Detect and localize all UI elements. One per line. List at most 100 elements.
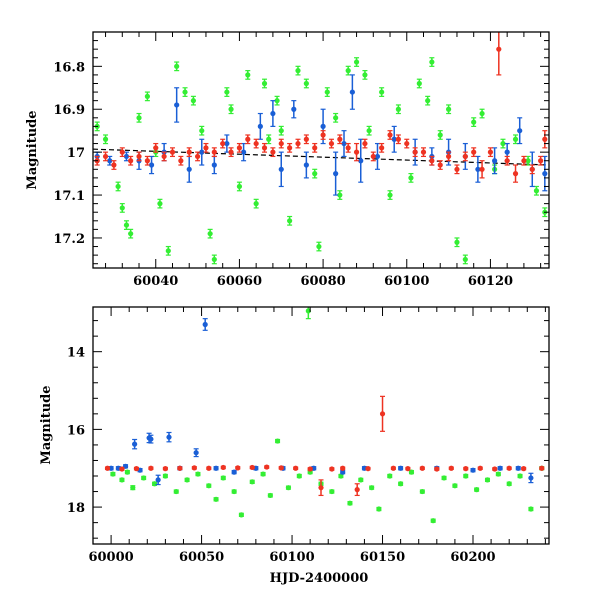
top-series-2-point-15: [220, 140, 226, 147]
top-series-0-point-24: [274, 98, 280, 104]
bottom-series-0-point-25: [338, 473, 344, 479]
top-series-0-point-26: [287, 218, 293, 224]
top-series-0-point-14: [199, 128, 205, 134]
top-series-1-point-6: [174, 102, 180, 108]
top-series-2-point-19: [253, 140, 259, 147]
bottom-series-0-point-5: [151, 481, 158, 487]
top-series-2: [94, 32, 548, 183]
top-series-1-point-4: [148, 162, 155, 168]
bottom-series-2-point-6: [191, 465, 197, 471]
bottom-series-2-point-25: [448, 465, 454, 471]
bottom-series-1-point-6: [148, 436, 154, 442]
bottom-series-2-point-17: [340, 465, 346, 471]
bottom-series-0-point-13: [231, 488, 237, 495]
bottom-series-2-point-28: [492, 466, 498, 472]
top-series-1-point-17: [320, 123, 326, 129]
bottom-series-2-point-7: [206, 465, 212, 471]
top-series-0-point-2: [115, 183, 121, 190]
top-series-2-point-27: [320, 132, 326, 138]
top-series-2-point-18: [245, 136, 251, 142]
top-series-0-point-53: [512, 136, 519, 142]
bottom-series-0-point-11: [213, 496, 219, 502]
bottom-series-2-point-0: [104, 465, 111, 471]
bottom-x-tick-label: 60100: [269, 550, 314, 565]
top-series-0-point-52: [500, 140, 506, 147]
bottom-series-2-point-3: [148, 465, 154, 471]
bottom-series-0: [110, 307, 545, 524]
bottom-series-0-point-9: [195, 471, 201, 477]
bottom-series-0-point-42: [517, 473, 523, 479]
top-series-0-point-1: [102, 136, 109, 142]
top-series-2-point-42: [445, 153, 452, 160]
bottom-series-2-point-20: [379, 411, 386, 417]
bottom-panel: Magnitude HJD-2400000 60000 60050 60100 601…: [39, 306, 550, 586]
bottom-series-1-point-21: [470, 467, 476, 473]
top-series-1-point-13: [270, 110, 276, 117]
bottom-series-0-point-35: [441, 475, 447, 481]
top-series-0-point-49: [471, 119, 477, 125]
top-x-tick-label: 60080: [300, 274, 345, 289]
bottom-series-0-point-24: [329, 488, 335, 495]
top-series-0-point-35: [353, 59, 360, 65]
bottom-series-2-point-5: [177, 465, 183, 471]
bottom-series-2-point-14: [307, 466, 313, 472]
bottom-series-1-point-19: [398, 465, 404, 471]
top-series-1-point-30: [504, 149, 510, 155]
top-series-2-point-17: [236, 145, 243, 151]
top-series-0-point-39: [387, 192, 393, 198]
top-series-1-point-15: [291, 106, 297, 112]
bottom-series-0-point-31: [398, 481, 404, 487]
top-series-0-point-22: [261, 80, 268, 87]
bottom-series-1-point-3: [132, 441, 138, 447]
top-y-tick-label: 16.8: [53, 60, 85, 75]
top-series-0-point-27: [295, 68, 301, 74]
bottom-series-1-point-8: [166, 434, 172, 440]
top-series-2-point-49: [504, 158, 510, 164]
top-series-1-point-23: [391, 136, 397, 142]
bottom-plot-frame: [92, 306, 550, 545]
top-y-tick-label: 17.1: [53, 189, 85, 204]
bottom-series-0-point-21: [305, 308, 311, 314]
bottom-series-0-point-40: [495, 471, 501, 477]
bottom-series-0-point-15: [249, 479, 255, 485]
bottom-x-tick-label: 60200: [450, 550, 495, 565]
bottom-series-2-point-29: [506, 465, 512, 471]
bottom-y-tick-label: 16: [67, 423, 85, 438]
bottom-series-0-point-34: [430, 518, 436, 524]
bottom-series-0-point-12: [220, 475, 226, 481]
top-series-0-point-48: [462, 256, 468, 263]
top-series-2-point-16: [228, 149, 234, 155]
bottom-series-0-point-17: [267, 492, 273, 499]
top-plot-area: [93, 32, 549, 265]
bottom-series-0-point-16: [260, 471, 266, 477]
bottom-series-0-point-3: [130, 485, 136, 491]
top-series-2-point-20: [261, 145, 268, 151]
bottom-series-2-point-31: [539, 465, 545, 471]
top-series-0-point-55: [533, 188, 540, 194]
bottom-series-2-point-16: [329, 466, 335, 472]
bottom-series-2-point-10: [249, 464, 255, 471]
top-series-0-point-37: [366, 128, 372, 134]
bottom-series-2-point-12: [278, 465, 284, 471]
top-series-1-point-1: [107, 158, 113, 164]
bottom-series-1-point-12: [213, 465, 219, 471]
top-series-2-point-37: [404, 140, 410, 147]
top-series-2-point-36: [395, 136, 401, 142]
top-series-1-point-31: [517, 128, 523, 134]
top-series-0-point-44: [429, 59, 435, 65]
bottom-series-0-point-2: [124, 469, 130, 475]
top-series-2-point-10: [178, 158, 184, 164]
bottom-series-2-point-15: [318, 485, 324, 491]
bottom-x-tick-label: 60000: [88, 550, 133, 565]
top-series-0-point-7: [144, 93, 150, 99]
bottom-series-1: [108, 318, 534, 486]
top-series-0-point-50: [479, 110, 485, 117]
top-series-2-point-25: [303, 136, 309, 142]
bottom-series-2-point-23: [419, 465, 425, 471]
top-series-0-point-9: [157, 201, 163, 207]
top-series-2-point-26: [312, 145, 318, 151]
top-series-2-point-5: [136, 153, 142, 160]
top-series-2-point-48: [496, 46, 502, 52]
